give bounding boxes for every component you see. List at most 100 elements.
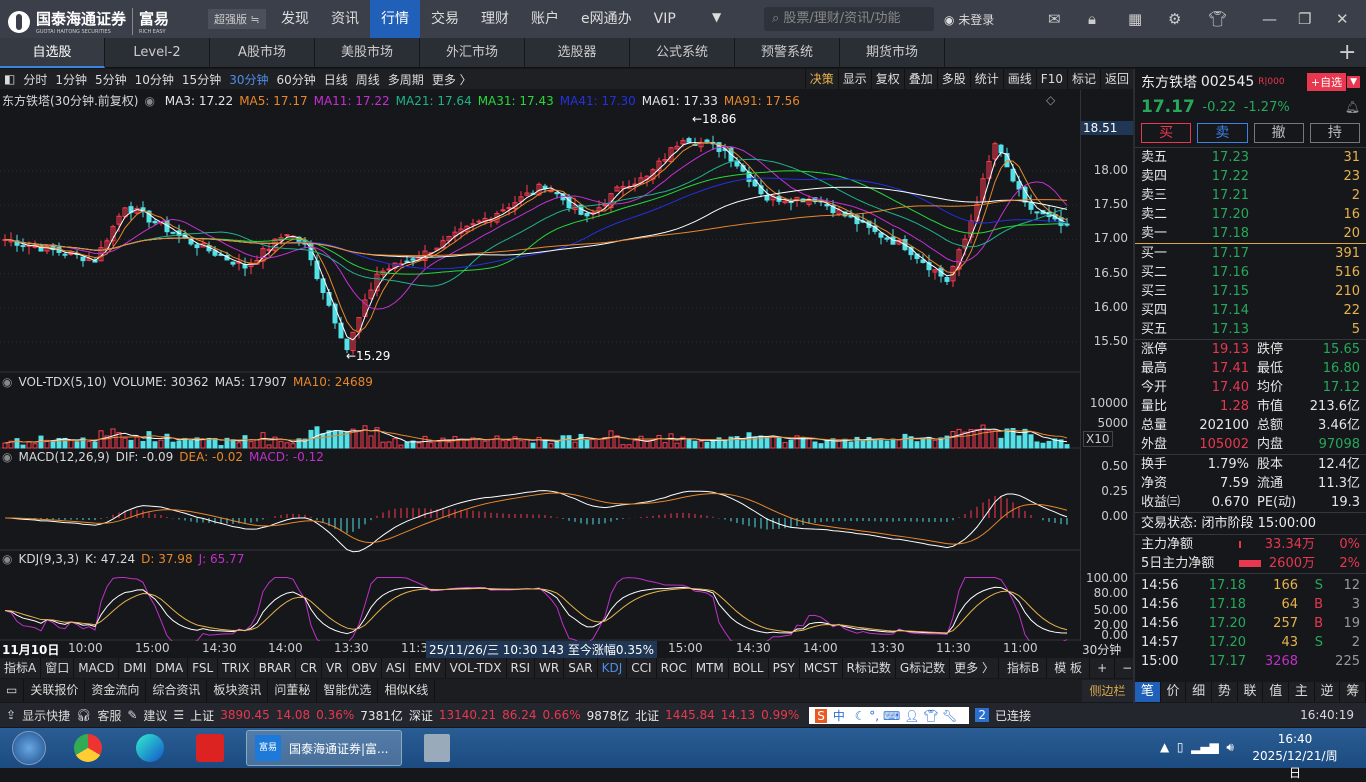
lock-icon[interactable]: 🔒︎ <box>1088 10 1096 28</box>
period-5[interactable]: 30分钟 <box>229 72 269 87</box>
legend-toggle-icon[interactable]: ◉ <box>144 94 155 108</box>
right-tab[interactable]: 值 <box>1263 682 1290 702</box>
bell-icon[interactable]: 🔔︎ <box>1344 100 1360 114</box>
tab-6[interactable]: 公式系统 <box>630 37 735 68</box>
indicator-right-btn[interactable]: 指标B <box>1000 658 1048 678</box>
indicator-tab[interactable]: PSY <box>769 658 800 678</box>
trade-btn-1[interactable]: 卖 <box>1197 123 1248 143</box>
right-tab[interactable]: 联 <box>1238 682 1264 702</box>
period-1[interactable]: 1分钟 <box>55 72 87 87</box>
nav-4[interactable]: 理财 <box>481 11 509 27</box>
indicator-tab[interactable]: ASI <box>382 658 411 678</box>
panel-toggle-icon[interactable]: ▭ <box>0 679 25 702</box>
tool-9[interactable]: 返回 <box>1099 69 1133 89</box>
indicator-tab[interactable]: EMV <box>410 658 446 678</box>
nav-7[interactable]: VIP <box>653 11 676 27</box>
add-watchlist-button[interactable]: +自选 <box>1306 73 1347 91</box>
indicator-tab[interactable]: KDJ <box>598 658 628 678</box>
tab-8[interactable]: 期货市场 <box>840 37 945 68</box>
tab-7[interactable]: 预警系统 <box>735 37 840 68</box>
tray-icons[interactable]: ▲ ▯ ▂▄▆ 🔊︎ <box>1160 740 1234 754</box>
period-8[interactable]: 周线 <box>355 72 380 87</box>
indicator-tab[interactable]: G标记数 <box>896 658 951 678</box>
tool-1[interactable]: 显示 <box>837 69 871 89</box>
period-0[interactable]: 分时 <box>23 72 48 87</box>
chrome-icon[interactable] <box>74 734 102 762</box>
indicator-tab[interactable]: WR <box>535 658 565 678</box>
tab-0[interactable]: 自选股 <box>0 37 105 68</box>
start-button[interactable] <box>12 731 46 765</box>
indicator-tab[interactable]: SAR <box>564 658 598 678</box>
shortcut-button[interactable]: 显示快捷 <box>22 708 71 723</box>
period-7[interactable]: 日线 <box>323 72 348 87</box>
indicator-tab[interactable]: 窗口 <box>41 658 75 678</box>
tab-3[interactable]: 美股市场 <box>315 37 420 68</box>
add-dropdown-icon[interactable]: ▼ <box>1347 76 1360 88</box>
search-input[interactable]: ⌕ 股票/理财/资讯/功能 <box>764 7 934 31</box>
bottom-tab[interactable]: 资金流向 <box>85 679 147 702</box>
bottom-tab[interactable]: 相似K线 <box>378 679 436 702</box>
indicator-tab[interactable]: 更多 〉 <box>950 658 999 678</box>
period-9[interactable]: 多周期 <box>387 72 424 87</box>
period-2[interactable]: 5分钟 <box>95 72 127 87</box>
gear-icon[interactable]: ⚙ <box>1168 10 1182 28</box>
tool-3[interactable]: 叠加 <box>903 69 937 89</box>
right-tab[interactable]: 笔 <box>1135 682 1161 702</box>
indicator-tab[interactable]: R标记数 <box>843 658 896 678</box>
bottom-tab[interactable]: 关联报价 <box>24 679 86 702</box>
indicator-tab[interactable]: MACD <box>74 658 120 678</box>
taskbar-app[interactable]: 富易 国泰海通证券|富... <box>246 730 402 766</box>
mail-icon[interactable]: ✉ <box>1048 10 1061 28</box>
indicator-tab[interactable]: DMI <box>119 658 152 678</box>
version-switch[interactable]: 超强版 ≒ <box>208 9 266 29</box>
tab-1[interactable]: Level-2 <box>105 37 210 68</box>
tab-2[interactable]: A股市场 <box>210 37 315 68</box>
trade-btn-0[interactable]: 买 <box>1141 123 1192 143</box>
bottom-tab[interactable]: 问董秘 <box>268 679 318 702</box>
period-10[interactable]: 更多 〉 <box>431 72 472 87</box>
skin-icon[interactable]: 👕︎ <box>1208 10 1228 28</box>
nav-2[interactable]: 行情 <box>370 0 420 38</box>
kline-chart[interactable]: ←18.86 ←15.29 ◇ <box>0 90 1080 641</box>
bottom-tab[interactable]: 智能优选 <box>317 679 379 702</box>
nav-6[interactable]: e网通办 <box>581 11 632 27</box>
indicator-tab[interactable]: MTM <box>692 658 729 678</box>
right-tab[interactable]: 细 <box>1186 682 1213 702</box>
nav-3[interactable]: 交易 <box>431 11 459 27</box>
indicator-tab[interactable]: MCST <box>800 658 843 678</box>
period-6[interactable]: 60分钟 <box>276 72 316 87</box>
tool-4[interactable]: 多股 <box>936 69 970 89</box>
bottom-tab[interactable]: 板块资讯 <box>207 679 269 702</box>
indicator-tab[interactable]: DMA <box>151 658 189 678</box>
clock[interactable]: 16:40 2025/12/21/周日 <box>1250 731 1340 782</box>
restore-icon[interactable]: ❐ <box>1298 10 1312 28</box>
indicator-tab[interactable]: RSI <box>507 658 536 678</box>
add-tab-button[interactable]: + <box>1338 40 1357 65</box>
indicator-right-btn[interactable]: 模 板 <box>1047 658 1091 678</box>
tab-4[interactable]: 外汇市场 <box>420 37 525 68</box>
period-4[interactable]: 15分钟 <box>181 72 222 87</box>
indicator-tab[interactable]: ROC <box>657 658 692 678</box>
indicator-tab[interactable]: BOLL <box>729 658 769 678</box>
panel-toggle-icon[interactable]: ◧ <box>4 72 16 86</box>
bottom-tab[interactable]: 综合资讯 <box>146 679 208 702</box>
app-shortcut-icon[interactable] <box>196 734 224 762</box>
tool-7[interactable]: F10 <box>1035 69 1067 89</box>
nav-0[interactable]: 发现 <box>281 11 309 27</box>
login-button[interactable]: ◉ 未登录 <box>944 13 995 27</box>
nav-1[interactable]: 资讯 <box>331 11 359 27</box>
indicator-tab[interactable]: 指标A <box>0 658 42 678</box>
right-tab[interactable]: 筹 <box>1340 682 1366 702</box>
tool-6[interactable]: 画线 <box>1002 69 1036 89</box>
tool-5[interactable]: 统计 <box>969 69 1003 89</box>
indicator-tab[interactable]: CR <box>296 658 322 678</box>
close-icon[interactable]: ✕ <box>1336 10 1349 28</box>
indicator-tab[interactable]: TRIX <box>218 658 255 678</box>
edge-icon[interactable] <box>136 734 164 762</box>
shortcut-icon[interactable]: ⇪ <box>6 708 17 722</box>
right-tab[interactable]: 逆 <box>1315 682 1341 702</box>
right-tab[interactable]: 主 <box>1289 682 1315 702</box>
period-3[interactable]: 10分钟 <box>134 72 174 87</box>
grid-icon[interactable]: ▦ <box>1128 10 1143 28</box>
